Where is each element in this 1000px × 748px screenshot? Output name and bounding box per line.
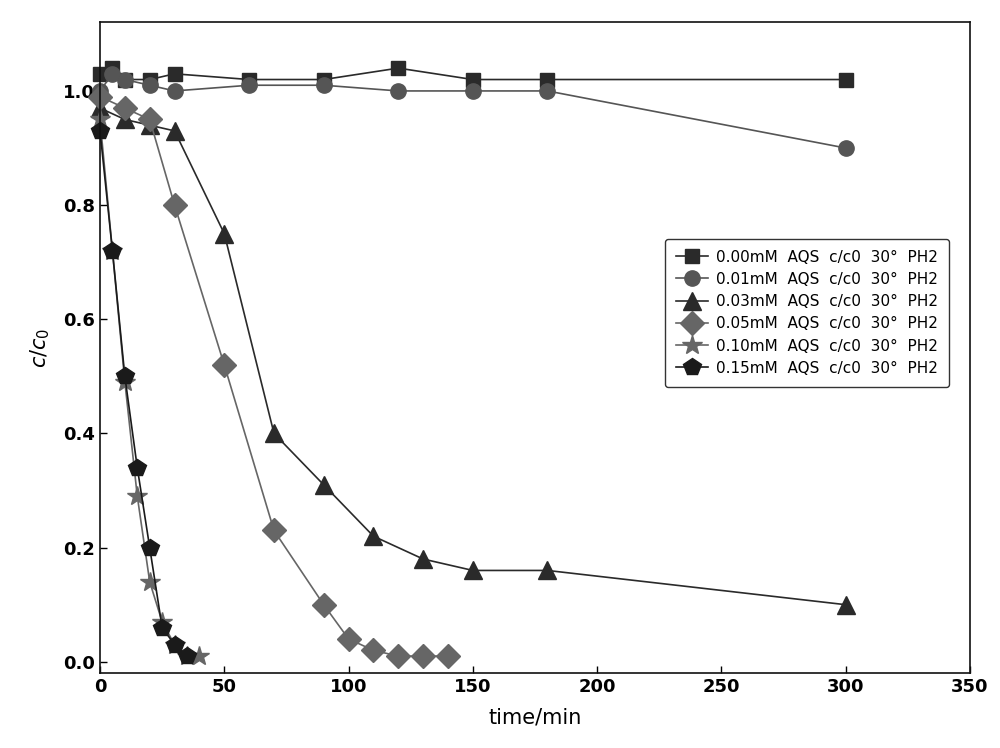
0.10mM  AQS  c/c0  30°  PH2	[106, 246, 118, 255]
0.03mM  AQS  c/c0  30°  PH2	[268, 429, 280, 438]
Line: 0.10mM  AQS  c/c0  30°  PH2: 0.10mM AQS c/c0 30° PH2	[90, 109, 210, 666]
0.03mM  AQS  c/c0  30°  PH2	[541, 566, 553, 575]
0.10mM  AQS  c/c0  30°  PH2	[156, 617, 168, 626]
0.03mM  AQS  c/c0  30°  PH2	[318, 480, 330, 489]
0.15mM  AQS  c/c0  30°  PH2	[156, 623, 168, 632]
0.01mM  AQS  c/c0  30°  PH2	[243, 81, 255, 90]
0.00mM  AQS  c/c0  30°  PH2	[106, 64, 118, 73]
Legend: 0.00mM  AQS  c/c0  30°  PH2, 0.01mM  AQS  c/c0  30°  PH2, 0.03mM  AQS  c/c0  30°: 0.00mM AQS c/c0 30° PH2, 0.01mM AQS c/c0…	[665, 239, 949, 387]
0.10mM  AQS  c/c0  30°  PH2	[94, 115, 106, 124]
0.05mM  AQS  c/c0  30°  PH2	[119, 103, 131, 112]
Line: 0.00mM  AQS  c/c0  30°  PH2: 0.00mM AQS c/c0 30° PH2	[93, 61, 853, 87]
0.05mM  AQS  c/c0  30°  PH2	[169, 200, 181, 209]
0.05mM  AQS  c/c0  30°  PH2	[367, 646, 379, 654]
0.00mM  AQS  c/c0  30°  PH2	[318, 75, 330, 84]
0.05mM  AQS  c/c0  30°  PH2	[392, 652, 404, 660]
0.03mM  AQS  c/c0  30°  PH2	[119, 115, 131, 124]
0.00mM  AQS  c/c0  30°  PH2	[467, 75, 479, 84]
0.05mM  AQS  c/c0  30°  PH2	[442, 652, 454, 660]
0.01mM  AQS  c/c0  30°  PH2	[94, 87, 106, 96]
0.01mM  AQS  c/c0  30°  PH2	[119, 75, 131, 84]
0.03mM  AQS  c/c0  30°  PH2	[417, 554, 429, 563]
0.01mM  AQS  c/c0  30°  PH2	[169, 87, 181, 96]
0.01mM  AQS  c/c0  30°  PH2	[144, 81, 156, 90]
0.00mM  AQS  c/c0  30°  PH2	[94, 70, 106, 79]
0.00mM  AQS  c/c0  30°  PH2	[144, 75, 156, 84]
0.05mM  AQS  c/c0  30°  PH2	[318, 600, 330, 609]
0.05mM  AQS  c/c0  30°  PH2	[417, 652, 429, 660]
0.10mM  AQS  c/c0  30°  PH2	[193, 652, 205, 660]
0.03mM  AQS  c/c0  30°  PH2	[840, 600, 852, 609]
0.05mM  AQS  c/c0  30°  PH2	[268, 526, 280, 535]
Line: 0.03mM  AQS  c/c0  30°  PH2: 0.03mM AQS c/c0 30° PH2	[91, 99, 855, 613]
Line: 0.05mM  AQS  c/c0  30°  PH2: 0.05mM AQS c/c0 30° PH2	[92, 88, 456, 664]
0.01mM  AQS  c/c0  30°  PH2	[541, 87, 553, 96]
0.00mM  AQS  c/c0  30°  PH2	[541, 75, 553, 84]
0.01mM  AQS  c/c0  30°  PH2	[392, 87, 404, 96]
0.15mM  AQS  c/c0  30°  PH2	[106, 246, 118, 255]
Line: 0.15mM  AQS  c/c0  30°  PH2: 0.15mM AQS c/c0 30° PH2	[91, 122, 196, 665]
0.01mM  AQS  c/c0  30°  PH2	[467, 87, 479, 96]
0.15mM  AQS  c/c0  30°  PH2	[94, 126, 106, 135]
0.00mM  AQS  c/c0  30°  PH2	[169, 70, 181, 79]
Line: 0.01mM  AQS  c/c0  30°  PH2: 0.01mM AQS c/c0 30° PH2	[92, 66, 853, 156]
0.10mM  AQS  c/c0  30°  PH2	[169, 640, 181, 649]
0.05mM  AQS  c/c0  30°  PH2	[144, 115, 156, 124]
0.00mM  AQS  c/c0  30°  PH2	[119, 75, 131, 84]
0.05mM  AQS  c/c0  30°  PH2	[343, 634, 355, 643]
X-axis label: time/min: time/min	[488, 707, 582, 727]
0.03mM  AQS  c/c0  30°  PH2	[467, 566, 479, 575]
0.15mM  AQS  c/c0  30°  PH2	[169, 640, 181, 649]
0.00mM  AQS  c/c0  30°  PH2	[840, 75, 852, 84]
0.00mM  AQS  c/c0  30°  PH2	[392, 64, 404, 73]
0.15mM  AQS  c/c0  30°  PH2	[119, 372, 131, 381]
0.10mM  AQS  c/c0  30°  PH2	[144, 577, 156, 586]
0.03mM  AQS  c/c0  30°  PH2	[94, 103, 106, 112]
0.15mM  AQS  c/c0  30°  PH2	[181, 652, 193, 660]
0.10mM  AQS  c/c0  30°  PH2	[181, 652, 193, 660]
0.00mM  AQS  c/c0  30°  PH2	[243, 75, 255, 84]
0.01mM  AQS  c/c0  30°  PH2	[840, 144, 852, 153]
0.03mM  AQS  c/c0  30°  PH2	[218, 229, 230, 238]
0.03mM  AQS  c/c0  30°  PH2	[367, 532, 379, 541]
Y-axis label: $c$/$c_0$: $c$/$c_0$	[28, 328, 52, 368]
0.03mM  AQS  c/c0  30°  PH2	[144, 120, 156, 129]
0.10mM  AQS  c/c0  30°  PH2	[119, 378, 131, 387]
0.15mM  AQS  c/c0  30°  PH2	[131, 463, 143, 472]
0.10mM  AQS  c/c0  30°  PH2	[131, 491, 143, 500]
0.03mM  AQS  c/c0  30°  PH2	[169, 126, 181, 135]
0.05mM  AQS  c/c0  30°  PH2	[94, 92, 106, 101]
0.05mM  AQS  c/c0  30°  PH2	[218, 361, 230, 370]
0.15mM  AQS  c/c0  30°  PH2	[144, 543, 156, 552]
0.01mM  AQS  c/c0  30°  PH2	[318, 81, 330, 90]
0.01mM  AQS  c/c0  30°  PH2	[106, 70, 118, 79]
